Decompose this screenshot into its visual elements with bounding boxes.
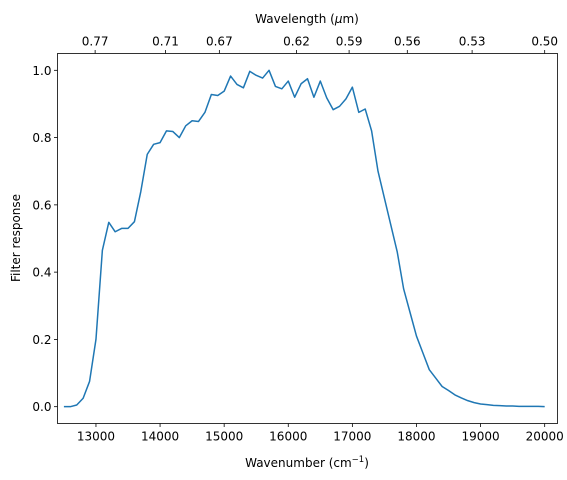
plot-frame [57,53,558,424]
x-tick-label: 18000 [397,430,435,444]
top-tick-label: 0.71 [152,35,179,49]
top-tick-label: 0.56 [394,35,421,49]
top-tick-label: 0.59 [336,35,363,49]
y-tick-label: 0.0 [32,400,51,414]
x-tick-label: 13000 [77,430,115,444]
y-tick-label: 0.6 [32,198,51,212]
top-tick-label: 0.50 [531,35,558,49]
top-tick-label: 0.77 [82,35,109,49]
x-axis-top: 0.77 0.71 0.67 0.62 0.59 0.56 0.53 0.50 [82,35,558,54]
y-axis-label: Filter response [9,194,23,282]
x-axis-label: Wavenumber (cm−1) [245,455,369,470]
plot-area [63,69,545,408]
top-tick-label: 0.53 [459,35,486,49]
x-tick-label: 17000 [333,430,371,444]
y-tick-label: 0.2 [32,333,51,347]
x-tick-label: 20000 [526,430,564,444]
y-tick-label: 0.4 [32,266,51,280]
y-tick-label: 1.0 [32,64,51,78]
x-tick-label: 16000 [269,430,307,444]
x-axis-bottom: 13000 14000 15000 16000 17000 18000 19000 20000 [77,423,564,444]
y-tick-label: 0.8 [32,131,51,145]
top-tick-label: 0.67 [206,35,233,49]
y-axis-left: 0.0 0.2 0.4 0.6 0.8 1.0 [32,64,58,414]
x-tick-label: 14000 [141,430,179,444]
filter-response-line [63,69,545,408]
x-tick-label: 19000 [461,430,499,444]
top-tick-label: 0.62 [283,35,310,49]
top-x-axis-label: Wavelength (μm) [255,12,359,26]
x-tick-label: 15000 [205,430,243,444]
